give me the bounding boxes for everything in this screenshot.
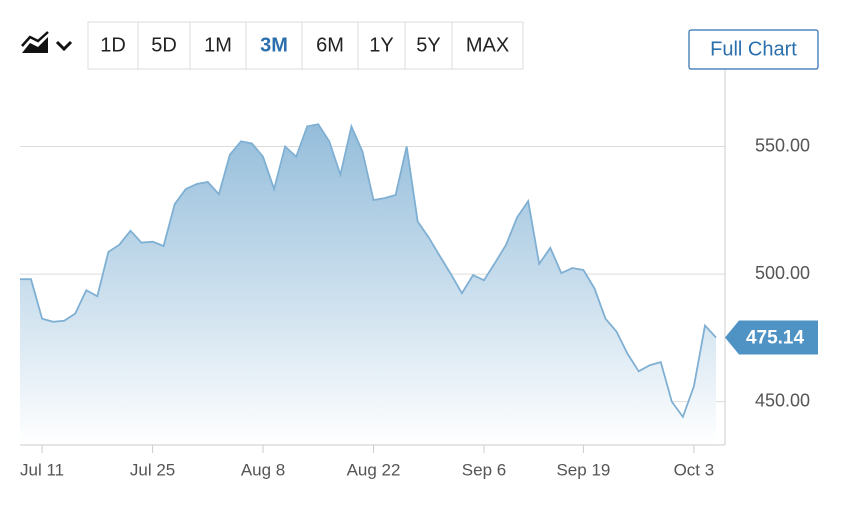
- full-chart-label[interactable]: Full Chart: [710, 38, 797, 60]
- range-button[interactable]: 3M: [260, 34, 288, 56]
- chart-type-icon[interactable]: [21, 31, 73, 53]
- range-button[interactable]: 1M: [204, 34, 232, 56]
- y-tick-label: 450.00: [755, 390, 810, 410]
- x-tick-label: Jul 11: [20, 460, 64, 479]
- x-tick-label: Sep 6: [462, 460, 506, 479]
- x-tick-label: Jul 25: [130, 460, 175, 479]
- x-tick-label: Oct 3: [674, 460, 715, 479]
- full-chart-button[interactable]: [688, 29, 819, 70]
- x-tick-label: Sep 19: [556, 460, 610, 479]
- range-button[interactable]: 5D: [151, 34, 177, 56]
- range-button[interactable]: 6M: [316, 34, 344, 56]
- current-value-tag: [725, 320, 818, 355]
- current-value-label: 475.14: [746, 328, 805, 349]
- x-tick-label: Aug 22: [347, 460, 401, 479]
- x-tick-label: Aug 8: [241, 460, 285, 479]
- area: [20, 124, 716, 446]
- range-button[interactable]: 1D: [100, 34, 126, 56]
- y-tick-label: 500.00: [755, 263, 810, 283]
- range-button[interactable]: MAX: [466, 34, 509, 56]
- line: [20, 123, 717, 419]
- range-button[interactable]: 1Y: [369, 34, 393, 56]
- y-tick-label: 550.00: [755, 135, 810, 155]
- range-bar: [87, 21, 524, 70]
- range-button[interactable]: 5Y: [416, 34, 440, 56]
